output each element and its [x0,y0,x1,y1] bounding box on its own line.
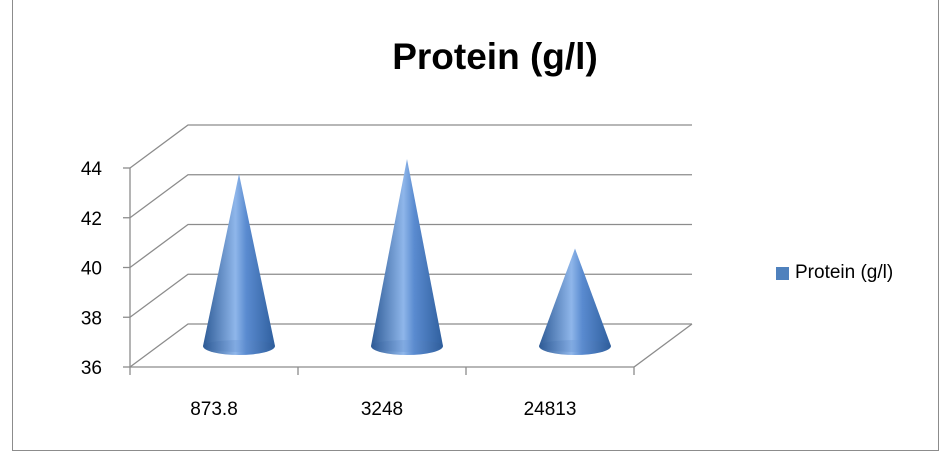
cone-body [539,248,611,355]
gridline [129,124,692,169]
gridline [129,323,692,368]
floor-edge [633,323,693,368]
cone-base [203,340,275,352]
gridline [129,273,692,318]
x-tick-label: 3248 [361,399,403,420]
y-tick-label: 42 [81,209,102,230]
y-tick-label: 40 [81,259,102,280]
cone-base [371,340,443,352]
cone [203,173,275,355]
cone-base [539,340,611,352]
y-tick-label: 38 [81,308,102,329]
cone-body [203,173,275,355]
legend: Protein (g/l) [776,262,893,284]
cone [371,158,443,355]
gridline [129,223,692,269]
y-tick-label: 36 [81,358,102,379]
legend-label: Protein (g/l) [795,262,894,283]
chart-title: Protein (g/l) [392,36,598,77]
gridline [129,174,692,219]
cone-body [371,158,443,355]
x-tick-label: 24813 [524,399,577,420]
legend-swatch [776,266,789,280]
cone [539,248,611,355]
chart-area [12,0,939,451]
x-tick-label: 873.8 [190,399,238,420]
y-tick-label: 44 [81,159,103,180]
